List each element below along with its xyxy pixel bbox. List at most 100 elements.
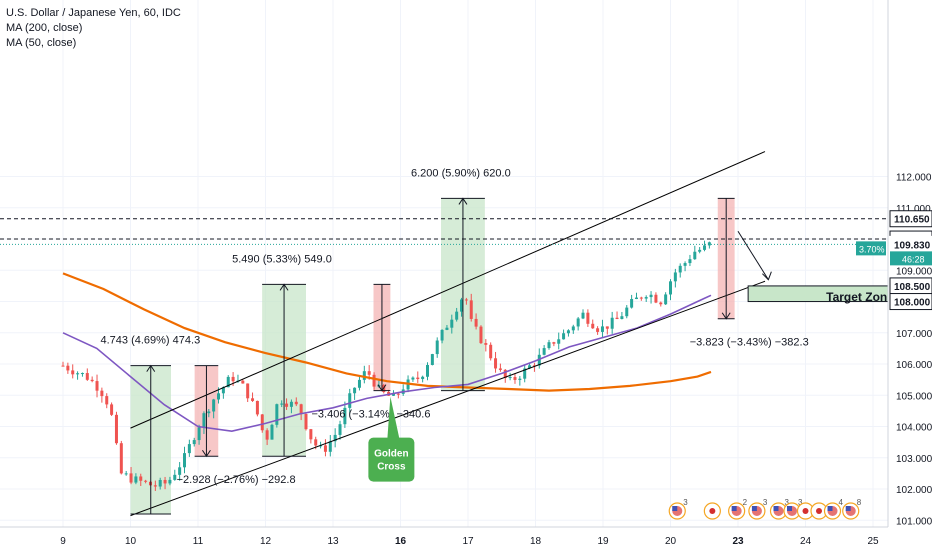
price-tick-label: 101.000	[896, 516, 932, 527]
chart-legend: U.S. Dollar / Japanese Yen, 60, IDC MA (…	[6, 6, 181, 51]
candle-body	[255, 400, 259, 415]
candle-body	[620, 316, 624, 319]
candle-body	[659, 302, 663, 305]
candle-body	[707, 242, 711, 246]
candle-body	[542, 348, 546, 355]
candle-body	[85, 373, 89, 380]
event-flag-jp	[709, 508, 716, 514]
countdown-tag-bg	[890, 251, 932, 266]
indicator-ma200[interactable]: MA (200, close)	[6, 22, 83, 34]
candle-body	[80, 373, 84, 375]
time-tick-label: 18	[530, 536, 542, 547]
measure-label-5: 6.200 (5.90%) 620.0	[411, 167, 511, 179]
candle-body	[178, 467, 182, 475]
candle-body	[440, 329, 444, 341]
candle-body	[100, 390, 104, 397]
candle-body	[304, 414, 308, 430]
event-flag-us-canton	[731, 506, 737, 511]
candle-body	[411, 377, 415, 380]
time-tick-label: 20	[665, 536, 677, 547]
candle-body	[586, 312, 590, 324]
measure-arrowhead-6	[721, 312, 731, 320]
candle-body	[338, 424, 342, 435]
candle-body	[139, 476, 143, 481]
projection-arrowhead	[762, 271, 772, 281]
change-tag-bg	[856, 241, 886, 256]
candle-body	[547, 342, 551, 349]
candle-body	[187, 444, 191, 454]
candle-body	[435, 340, 439, 355]
event-count: 3	[763, 498, 768, 507]
symbol-title[interactable]: U.S. Dollar / Japanese Yen, 60, IDC	[6, 7, 181, 19]
candle-body	[309, 429, 313, 440]
candle-body	[581, 312, 585, 319]
candle-body	[314, 439, 318, 446]
candle-body	[246, 383, 250, 399]
candle-body	[416, 377, 420, 380]
candle-body	[591, 323, 595, 329]
indicator-ma50[interactable]: MA (50, close)	[6, 37, 77, 49]
candle-body	[192, 440, 196, 445]
time-tick-label: 10	[125, 536, 137, 547]
candle-body	[600, 326, 604, 332]
channel-upper-line[interactable]	[130, 151, 766, 429]
candle-body	[333, 434, 337, 442]
event-flag-us-canton	[672, 506, 678, 511]
candle-body	[557, 339, 561, 344]
indicator-lines	[0, 151, 888, 517]
time-axis-bg	[0, 527, 932, 550]
measure-label-4: −3.406 (−3.14%) −340.6	[312, 409, 431, 421]
candle-body	[450, 319, 454, 328]
candle-body	[445, 327, 449, 330]
candle-body	[217, 393, 221, 400]
candle-body	[430, 354, 434, 365]
candle-body	[634, 297, 638, 300]
measure-arrowhead-1	[146, 364, 156, 372]
change-tag: 3.70%	[859, 244, 885, 254]
golden-cross-text-2: Cross	[377, 462, 406, 473]
candle-body	[498, 368, 502, 370]
ma200-line[interactable]	[62, 272, 712, 392]
candle-body	[605, 326, 609, 329]
event-count: 2	[743, 498, 748, 507]
candle-body	[114, 414, 118, 444]
candle-body	[639, 297, 643, 299]
candle-body	[144, 480, 148, 482]
candle-body	[353, 387, 357, 394]
candle-body	[105, 396, 109, 405]
candle-body	[367, 371, 371, 375]
candle-body	[596, 328, 600, 332]
event-count: 8	[857, 498, 862, 507]
candle-body	[61, 365, 65, 367]
event-flag-jp	[802, 508, 809, 514]
candle-body	[158, 479, 162, 487]
price-tag-zone-bottom: 108.000	[894, 298, 931, 309]
channel-lower-line[interactable]	[130, 280, 766, 517]
candle-body	[683, 263, 687, 266]
ma50-line[interactable]	[62, 294, 712, 433]
golden-cross-badge[interactable]	[368, 437, 415, 482]
candle-body	[241, 380, 245, 384]
candle-body	[66, 365, 70, 371]
measure-arrowhead-3	[279, 283, 289, 291]
price-tag-upper: 110.650	[894, 215, 930, 226]
candle-body	[469, 300, 473, 319]
price-tick-label: 111.000	[896, 204, 931, 215]
measure-label-3: 5.490 (5.33%) 549.0	[232, 253, 332, 265]
time-tick-label: 17	[462, 536, 474, 547]
annotations: 4.743 (4.69%) 474.3 −2.928 (−2.76%) −292.…	[101, 167, 894, 520]
time-tick-label: 13	[327, 536, 339, 547]
candle-body	[280, 403, 284, 405]
candle-body	[153, 485, 157, 487]
candle-body	[610, 317, 614, 329]
candle-body	[275, 404, 279, 425]
projection-arrow[interactable]	[737, 230, 769, 280]
price-tick-label: 103.000	[896, 454, 932, 465]
candle-body	[76, 373, 80, 375]
candle-body	[323, 445, 327, 452]
candle-body	[391, 393, 395, 396]
candle-body	[328, 441, 332, 452]
measure-arrowhead-4	[377, 384, 387, 392]
candle-body	[260, 414, 264, 431]
candle-body	[562, 333, 566, 340]
